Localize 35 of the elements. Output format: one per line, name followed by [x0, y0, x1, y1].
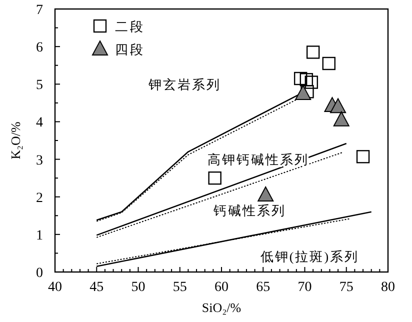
annotation: 钾玄岩系列: [148, 76, 222, 92]
point: [294, 72, 308, 86]
y-tick-label: 3: [36, 153, 43, 168]
y-axis-title: K₂O/%: [8, 121, 23, 160]
y-tick-label: 6: [36, 40, 43, 56]
x-tick-label: 60: [214, 280, 228, 295]
y-tick-label: 4: [36, 116, 43, 131]
y-tick-label: 0: [36, 266, 43, 281]
point: [330, 98, 346, 114]
y-tick-label: 5: [36, 78, 43, 94]
x-tick-label: 50: [131, 280, 146, 295]
point: [306, 46, 320, 59]
point: [333, 111, 350, 126]
point: [300, 73, 314, 86]
point: [258, 186, 274, 202]
x-tick-label: 70: [298, 280, 312, 295]
y-tick-label: 1: [36, 228, 43, 244]
y-tick-label: 2: [36, 190, 43, 206]
x-tick-label: 75: [339, 280, 354, 295]
x-tick-label: 65: [256, 280, 270, 295]
point: [208, 171, 222, 185]
x-tick-label: 40: [48, 280, 62, 295]
x-axis-title: SiO₂/%: [202, 300, 242, 315]
legend-label: 四段: [115, 42, 145, 57]
x-tick-label: 45: [90, 280, 104, 295]
x-tick-label: 80: [381, 280, 395, 295]
point: [295, 85, 312, 100]
legend-label: 二段: [115, 19, 145, 34]
point: [356, 150, 370, 164]
x-tick-label: 55: [172, 280, 187, 295]
point: [322, 56, 336, 70]
annotation: 低钾(拉斑)系列: [260, 249, 360, 264]
y-tick-label: 7: [36, 3, 43, 18]
annotation: 钙碱性系列: [212, 203, 286, 218]
point: [304, 76, 318, 89]
